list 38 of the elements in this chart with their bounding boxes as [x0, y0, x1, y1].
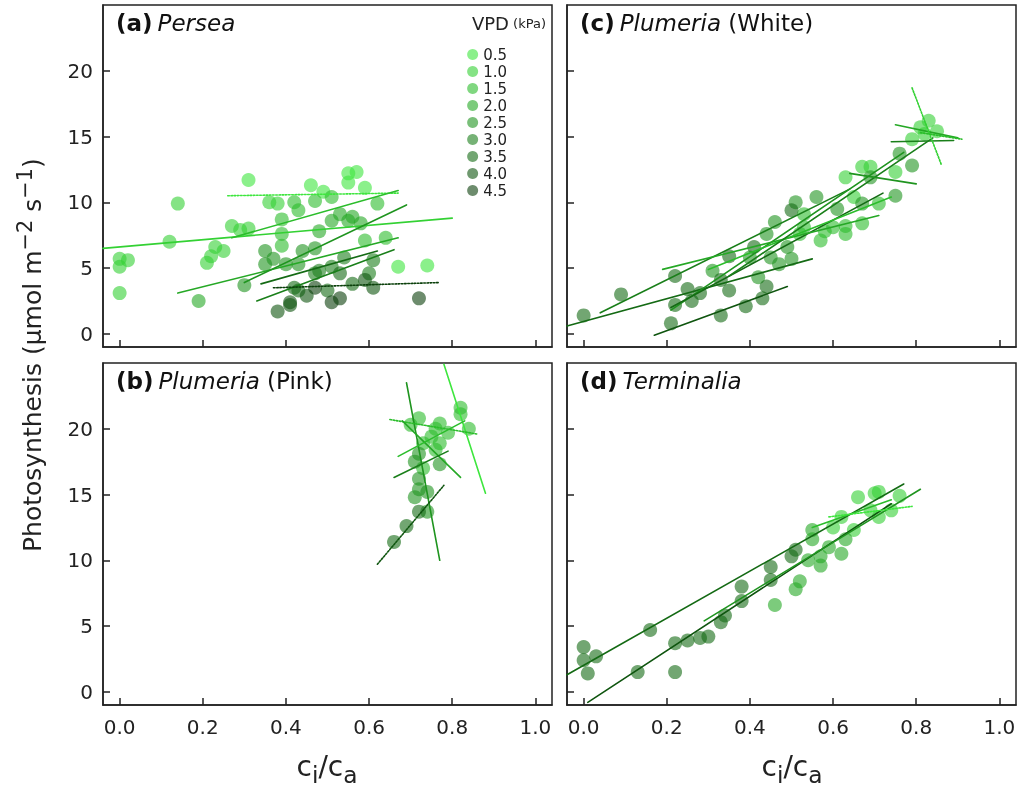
legend-label: 4.5 [483, 181, 507, 200]
chart-title: (d) Terminalia [580, 367, 742, 394]
y-tick-label: 20 [67, 58, 93, 83]
legend-label: 3.0 [483, 130, 507, 149]
x-tick-label: 0.0 [567, 715, 600, 739]
y-tick-label: 0 [80, 679, 93, 704]
x-axis-title: c$_{i}$/c$_{a}$ [761, 750, 823, 789]
x-tick-label: 0.2 [650, 715, 683, 739]
y-tick-label: 5 [80, 614, 93, 639]
y-tick-label: 10 [67, 548, 93, 573]
chart-title: (a) Persea [116, 9, 236, 36]
legend-label: 1.0 [483, 62, 507, 81]
x-tick-label: 0.8 [900, 715, 933, 739]
x-tick-label: 0.6 [817, 715, 849, 739]
legend-label: 1.5 [483, 79, 507, 98]
legend-label: 2.0 [483, 96, 507, 115]
chart-title: (b) Plumeria (Pink) [116, 367, 333, 394]
x-axis-title: c$_{i}$/c$_{a}$ [296, 750, 358, 789]
y-tick-label: 15 [67, 482, 93, 507]
x-tick-label: 0.6 [353, 715, 385, 739]
x-tick-label: 1.0 [519, 715, 552, 739]
legend-title: VPD (kPa) [471, 12, 547, 34]
x-tick-label: 1.0 [983, 715, 1016, 739]
legend-label: 3.5 [483, 147, 507, 166]
y-tick-label: 0 [80, 321, 93, 346]
x-tick-label: 0.8 [436, 715, 469, 739]
legend-label: 4.0 [483, 164, 507, 183]
legend-label: 2.5 [483, 113, 507, 132]
chart-title: (c) Plumeria (White) [580, 9, 814, 36]
y-tick-label: 20 [67, 416, 93, 441]
x-tick-label: 0.4 [734, 715, 766, 739]
y-tick-label: 15 [67, 124, 93, 149]
x-tick-label: 0.2 [186, 715, 219, 739]
x-tick-label: 0.0 [103, 715, 136, 739]
y-tick-label: 10 [67, 190, 93, 215]
legend-label: 0.5 [483, 45, 507, 64]
y-tick-label: 5 [80, 256, 93, 281]
x-tick-label: 0.4 [270, 715, 302, 739]
